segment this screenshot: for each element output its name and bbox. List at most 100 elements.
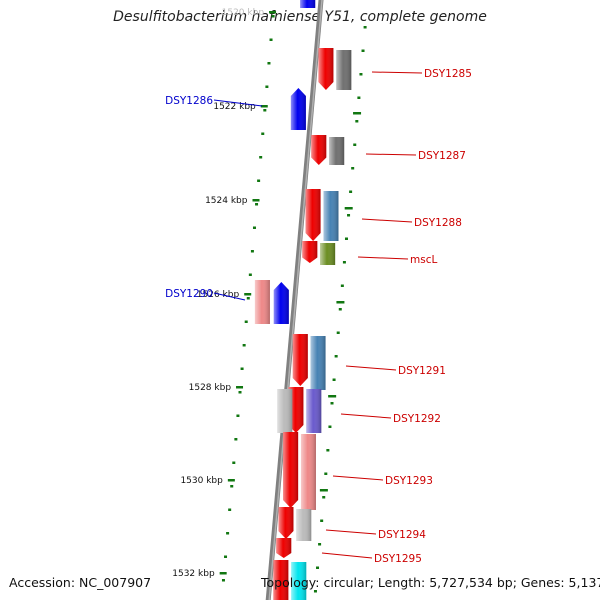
position-label: 1532 kbp [172, 569, 215, 579]
reverse-cds-shade [305, 189, 321, 241]
gene-label-dsy1294: DSY1294 [378, 529, 426, 541]
cog-box-shade [336, 50, 352, 90]
gene-label-dsy1290: DSY1290 [165, 288, 213, 300]
map-title: Desulfitobacterium hafniense Y51, comple… [113, 9, 487, 25]
position-tick [236, 386, 244, 389]
minor-tick [269, 38, 273, 41]
minor-tick [332, 378, 336, 381]
gene-label-dsy1285: DSY1285 [424, 68, 472, 80]
position-tick [252, 199, 260, 202]
minor-tick [320, 519, 324, 522]
minor-tick [250, 250, 254, 253]
reverse-cds-shade [276, 538, 292, 558]
gene-label-dsy1291: DSY1291 [398, 365, 446, 377]
topology-label: Topology: circular; Length: 5,727,534 bp… [261, 575, 600, 590]
gene-leader-line [340, 413, 392, 419]
cog-box-shade [310, 336, 326, 390]
minor-tick [330, 402, 334, 405]
minor-tick [259, 156, 263, 159]
feature-track [254, 0, 352, 600]
minor-tick [328, 425, 332, 428]
minor-tick [359, 73, 363, 76]
position-label: 1522 kbp [213, 102, 256, 112]
minor-tick [324, 472, 328, 475]
minor-tick [240, 367, 244, 370]
cog-box-shade [277, 389, 293, 433]
minor-tick [357, 96, 361, 99]
forward-cds-shade [290, 88, 306, 130]
gene-label-mscl: mscL [410, 254, 437, 266]
cog-box-shade [296, 509, 312, 541]
minor-tick [230, 485, 234, 488]
gene-leader-line [345, 365, 397, 371]
gene-leader-line [357, 256, 409, 260]
reverse-cds-shade [311, 135, 327, 165]
minor-tick [261, 132, 265, 135]
minor-tick [234, 438, 238, 441]
minor-tick [228, 508, 232, 511]
minor-tick [255, 203, 259, 206]
gene-label-dsy1293: DSY1293 [385, 475, 433, 487]
minor-tick [322, 496, 326, 499]
minor-tick [224, 555, 228, 558]
gene-leader-line [332, 475, 384, 481]
major-tick [353, 112, 362, 115]
minor-tick [326, 449, 330, 452]
minor-tick [347, 214, 351, 217]
backbone-line [265, 0, 324, 600]
minor-tick [355, 120, 359, 123]
minor-tick [361, 49, 365, 52]
minor-tick [271, 15, 275, 18]
accession-label: Accession: NC_007907 [9, 575, 152, 590]
reverse-cds-shade [292, 334, 308, 386]
minor-tick [236, 414, 240, 417]
minor-tick [244, 320, 248, 323]
minor-tick [238, 391, 242, 394]
position-label: 1524 kbp [205, 196, 248, 206]
reverse-cds-shade [273, 560, 289, 600]
gene-leader-line [321, 552, 373, 559]
gene-leader-line [361, 218, 413, 223]
minor-tick [363, 26, 367, 29]
minor-tick [340, 284, 344, 287]
minor-tick [257, 179, 261, 182]
cog-box-shade [329, 137, 345, 165]
forward-cds-shade [254, 280, 270, 324]
gene-leader-line [371, 71, 423, 74]
reverse-cds-shade [318, 48, 334, 90]
minor-tick [267, 62, 271, 65]
minor-tick [336, 331, 340, 334]
minor-tick [252, 226, 256, 229]
minor-tick [246, 297, 250, 300]
cog-box-shade [300, 434, 316, 510]
reverse-cds-shade [302, 241, 318, 263]
position-tick [219, 572, 227, 575]
position-label: 1530 kbp [180, 476, 223, 486]
gene-leader-line [213, 292, 246, 301]
cog-box-shade [291, 562, 307, 600]
minor-tick [221, 579, 225, 582]
minor-tick [313, 590, 317, 593]
gene-leader-line [325, 529, 377, 535]
minor-tick [344, 237, 348, 240]
minor-tick [318, 543, 322, 546]
major-tick [344, 207, 353, 210]
minor-tick [316, 566, 320, 569]
position-label: 1528 kbp [189, 383, 232, 393]
minor-tick [248, 273, 252, 276]
minor-tick [351, 167, 355, 170]
major-tick [328, 395, 337, 398]
forward-cds-shade [300, 0, 316, 8]
position-tick [260, 105, 268, 108]
minor-tick [263, 109, 267, 112]
position-label: 1526 kbp [197, 290, 240, 300]
major-tick [336, 301, 345, 304]
gene-leader-line [213, 99, 263, 107]
reverse-cds-shade [283, 432, 299, 508]
minor-tick [232, 461, 236, 464]
label-layer: 1520 kbp 1522 kbp 1524 kbp 1526 kbp 1528 kbp… [165, 8, 472, 579]
gene-label-dsy1288: DSY1288 [414, 217, 462, 229]
gene-label-dsy1292: DSY1292 [393, 413, 441, 425]
minor-tick [349, 190, 353, 193]
